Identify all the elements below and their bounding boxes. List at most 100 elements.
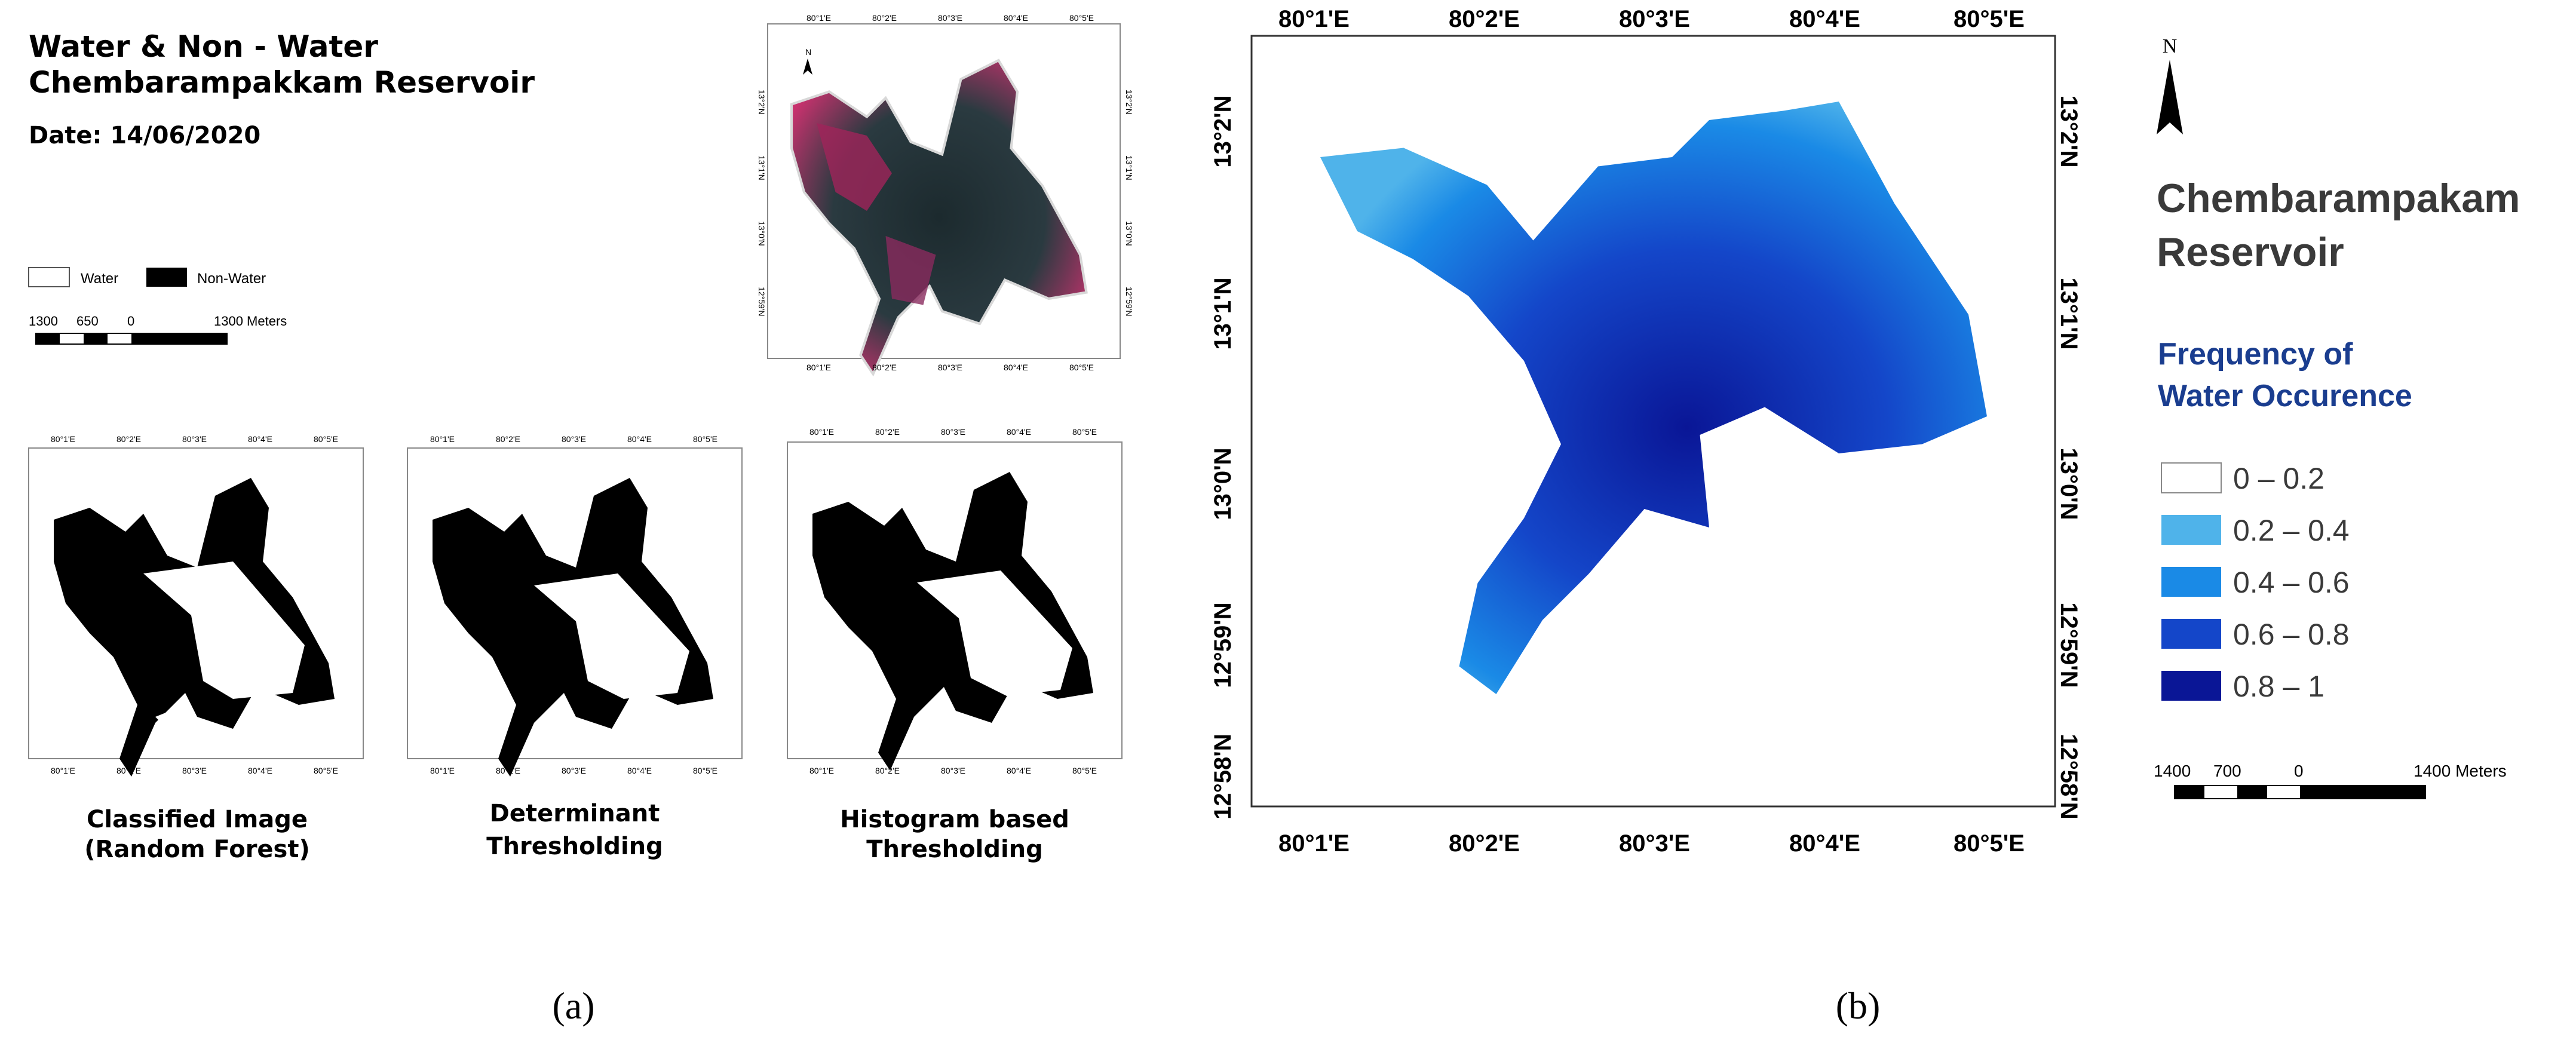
m2-lon-2: 80°3'E [562,434,586,444]
m3-lon-0: 80°1'E [809,427,834,437]
b-lat-r-0: 13°2'N [2056,95,2082,167]
caption-rf-1: Classified Image [87,806,308,833]
class-swatch-3 [2161,619,2221,649]
m2-lon-0: 80°1'E [430,434,455,444]
m2-lon-3: 80°4'E [627,434,652,444]
sat-lon-bot-3: 80°4'E [1004,363,1028,372]
sat-lon-bot-2: 80°3'E [938,363,962,372]
sat-lon-bot-1: 80°2'E [872,363,897,372]
m1-lon-0: 80°1'E [51,434,75,444]
legend-non-water-swatch [146,268,187,287]
m3-lon-3: 80°4'E [1007,427,1031,437]
north-label-b: N [2163,35,2178,57]
b-lon-top-3: 80°4'E [1789,6,1860,32]
legend-water-swatch [28,267,70,287]
m2-lon-b-2: 80°3'E [562,766,586,775]
caption-dt-2: Thresholding [486,833,663,860]
m3-lon-b-3: 80°4'E [1007,766,1031,775]
m2-lon-4: 80°5'E [693,434,717,444]
m2-lon-b-1: 80°2'E [496,766,520,775]
sat-lat-r-2: 13°0'N [1124,221,1134,246]
b-lon-top-1: 80°2'E [1449,6,1520,32]
b-lon-bot-0: 80°1'E [1278,830,1350,857]
sat-lat-r-0: 13°2'N [1124,90,1134,115]
m3-lon-b-1: 80°2'E [875,766,900,775]
m1-lon-b-0: 80°1'E [51,766,75,775]
class-label-3: 0.6 – 0.8 [2233,618,2350,651]
b-lon-top-2: 80°3'E [1619,6,1690,32]
b-lat-l-3: 12°59'N [1210,602,1236,688]
panel-a-title-line2: Chembarampakkam Reservoir [29,65,535,100]
m3-lon-1: 80°2'E [875,427,900,437]
b-lon-bot-1: 80°2'E [1449,830,1520,857]
caption-rf-2: (Random Forest) [84,836,310,863]
panel-a-title-line1: Water & Non - Water [29,29,378,64]
scale-a-0: 1300 [29,314,58,329]
m1-lon-4: 80°5'E [314,434,338,444]
sat-lon-bot-0: 80°1'E [806,363,831,372]
north-arrow-icon [2157,60,2183,134]
reservoir-title-1: Chembarampakam [2157,176,2520,221]
class-label-4: 0.8 – 1 [2233,670,2324,703]
panel-a-label: (a) [552,984,594,1027]
panel-a-date: Date: 14/06/2020 [29,122,260,149]
sat-lat-r-1: 13°1'N [1124,155,1134,180]
m1-lon-3: 80°4'E [248,434,272,444]
class-swatch-0 [2161,462,2222,493]
scale-bar-a [35,333,228,345]
m1-lon-b-2: 80°3'E [182,766,207,775]
caption-dt-1: Determinant [490,800,660,827]
b-lon-top-4: 80°5'E [1954,6,2025,32]
scale-a-2: 0 [127,314,134,329]
frequency-legend-title-1: Frequency of [2158,337,2353,372]
m2-lon-b-0: 80°1'E [430,766,455,775]
b-lat-l-1: 13°1'N [1210,277,1236,349]
map-histogram-thresholding [787,441,1123,771]
legend-water-label: Water [81,271,118,287]
scale-b-3: 1400 Meters [2414,762,2507,780]
sat-lon-top-1: 80°2'E [872,13,897,23]
caption-hb-1: Histogram based [840,806,1069,833]
frequency-map [1250,35,2056,808]
caption-hb-2: Thresholding [866,836,1043,863]
b-lat-l-0: 13°2'N [1210,95,1236,167]
m1-lon-b-3: 80°4'E [248,766,272,775]
b-lon-bot-3: 80°4'E [1789,830,1860,857]
reservoir-title-2: Reservoir [2157,229,2344,275]
class-swatch-2 [2161,567,2221,597]
class-swatch-4 [2161,671,2221,701]
satellite-north-label: N [805,47,811,57]
m2-lon-1: 80°2'E [496,434,520,444]
m3-lon-b-4: 80°5'E [1072,766,1097,775]
m3-lon-2: 80°3'E [941,427,965,437]
scale-b-0: 1400 [2154,762,2191,780]
class-swatch-1 [2161,515,2221,545]
m1-lon-b-4: 80°5'E [314,766,338,775]
class-label-1: 0.2 – 0.4 [2233,514,2350,547]
sat-lon-top-3: 80°4'E [1004,13,1028,23]
m3-lon-b-0: 80°1'E [809,766,834,775]
b-lon-top-0: 80°1'E [1278,6,1350,32]
b-lat-r-4: 12°58'N [2056,734,2082,819]
b-lon-bot-4: 80°5'E [1954,830,2025,857]
sat-lat-0: 13°2'N [757,90,766,115]
legend-non-water-label: Non-Water [197,271,266,287]
m3-lon-b-2: 80°3'E [941,766,965,775]
map-determinant-thresholding [407,447,743,777]
b-lat-l-2: 13°0'N [1210,447,1236,520]
satellite-map: N 80°1'E 80°2'E 80°3'E 80°4'E 80°5'E 80°… [757,13,1134,374]
b-lat-r-1: 13°1'N [2056,277,2082,349]
m1-lon-b-1: 80°2'E [116,766,141,775]
map-random-forest [28,447,364,777]
m3-lon-4: 80°5'E [1072,427,1097,437]
panel-b-label: (b) [1836,984,1881,1027]
sat-lon-top-4: 80°5'E [1069,13,1094,23]
class-label-2: 0.4 – 0.6 [2233,566,2350,599]
class-label-0: 0 – 0.2 [2233,462,2324,495]
sat-lat-3: 12°59'N [757,287,766,317]
sat-lat-r-3: 12°59'N [1124,287,1134,317]
scale-bar-b [2174,785,2426,799]
scale-b-2: 0 [2294,762,2304,780]
frequency-legend-title-2: Water Occurence [2158,379,2412,413]
